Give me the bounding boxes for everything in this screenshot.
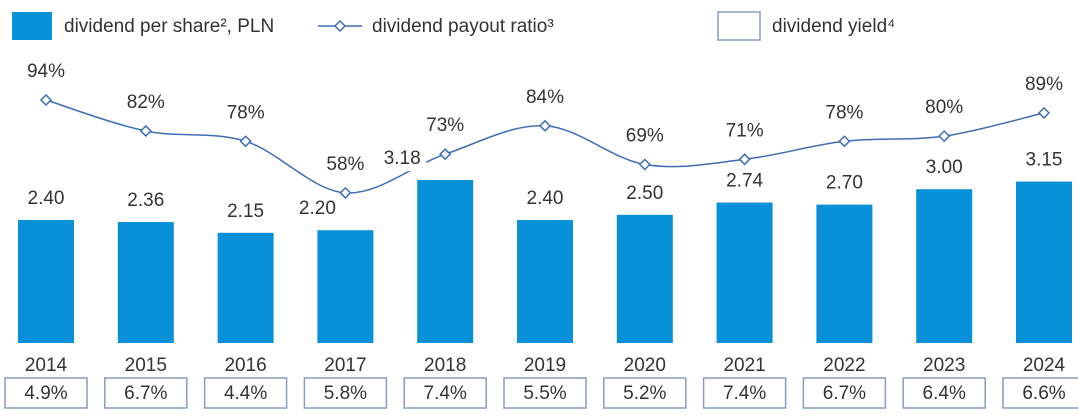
x-tick-label: 2019	[524, 355, 566, 376]
payout-line	[45, 99, 1045, 194]
payout-marker	[938, 130, 951, 143]
yield-box	[603, 377, 687, 409]
bar	[816, 204, 873, 343]
yield-label: 4.9%	[24, 383, 67, 404]
payout-marker	[1037, 106, 1051, 119]
yield-label: 5.5%	[523, 383, 566, 404]
x-tick-label: 2022	[823, 355, 865, 376]
payout-label: 69%	[626, 126, 664, 147]
payout-label: 78%	[825, 102, 863, 123]
bar-label: 2.40	[527, 188, 564, 209]
legend-label: dividend per share², PLN	[64, 16, 274, 37]
yield-label: 6.6%	[1022, 383, 1065, 404]
yield-label: 6.4%	[923, 383, 966, 404]
bar	[916, 189, 973, 343]
payout-marker	[838, 135, 851, 148]
bar-label: 3.18	[384, 148, 421, 169]
yield-label: 5.8%	[324, 383, 367, 404]
x-tick-label: 2016	[224, 355, 266, 376]
payout-marker	[139, 124, 152, 138]
label-backing	[378, 147, 427, 171]
x-tick-label: 2014	[25, 355, 68, 376]
bar	[117, 222, 174, 343]
bar-label: 2.20	[299, 198, 336, 219]
payout-label: 71%	[726, 120, 764, 141]
legend-box	[717, 11, 761, 41]
bar	[217, 232, 274, 343]
x-tick-label: 2021	[723, 355, 765, 376]
bar-label: 3.15	[1026, 150, 1063, 171]
yield-label: 5.2%	[623, 383, 666, 404]
yield-label: 7.4%	[424, 383, 467, 404]
payout-marker	[638, 158, 651, 171]
legend-marker	[333, 19, 347, 33]
yield-box	[403, 377, 487, 409]
payout-label: 78%	[227, 102, 265, 123]
bar	[716, 202, 773, 343]
payout-marker	[339, 186, 352, 199]
payout-label: 94%	[27, 61, 65, 82]
bar-label: 3.00	[926, 157, 963, 178]
legend-label: dividend payout ratio³	[372, 16, 554, 37]
yield-label: 6.7%	[124, 383, 167, 404]
yield-box	[203, 377, 288, 409]
payout-marker	[239, 135, 252, 148]
yield-label: 7.4%	[723, 383, 766, 404]
payout-marker	[538, 119, 552, 132]
bar	[1016, 181, 1072, 343]
bar	[417, 180, 474, 343]
yield-box	[4, 377, 88, 409]
bar-label: 2.36	[127, 190, 164, 211]
payout-label: 84%	[526, 87, 564, 108]
x-tick-label: 2018	[424, 355, 466, 376]
bar	[18, 219, 74, 343]
yield-box	[1002, 377, 1078, 409]
x-tick-label: 2024	[1023, 355, 1066, 376]
legend-swatch	[12, 12, 52, 40]
yield-box	[104, 377, 188, 409]
legend-label: dividend yield⁴	[772, 16, 895, 37]
x-tick-label: 2023	[923, 355, 965, 376]
payout-marker	[39, 93, 53, 107]
yield-box	[303, 377, 388, 409]
payout-label: 80%	[925, 97, 963, 118]
bar-label: 2.70	[826, 173, 863, 194]
yield-label: 4.4%	[224, 383, 267, 404]
bar-label: 2.40	[28, 188, 65, 209]
x-tick-label: 2017	[324, 355, 366, 376]
bar	[317, 230, 374, 343]
payout-marker	[738, 153, 751, 166]
payout-label: 82%	[127, 92, 165, 113]
bar	[517, 219, 573, 343]
yield-label: 6.7%	[823, 383, 866, 404]
payout-label: 58%	[326, 154, 364, 175]
x-tick-label: 2015	[125, 355, 167, 376]
yield-box	[902, 377, 986, 409]
yield-box	[802, 377, 887, 409]
payout-label: 89%	[1025, 74, 1063, 95]
x-tick-label: 2020	[624, 355, 666, 376]
payout-label: 73%	[426, 115, 464, 136]
bar-label: 2.74	[726, 171, 763, 192]
bar	[616, 214, 673, 343]
payout-marker	[439, 148, 452, 161]
yield-box	[702, 377, 787, 409]
bar-label: 2.15	[227, 201, 264, 222]
bar-label: 2.50	[626, 183, 663, 204]
yield-box	[503, 377, 587, 409]
